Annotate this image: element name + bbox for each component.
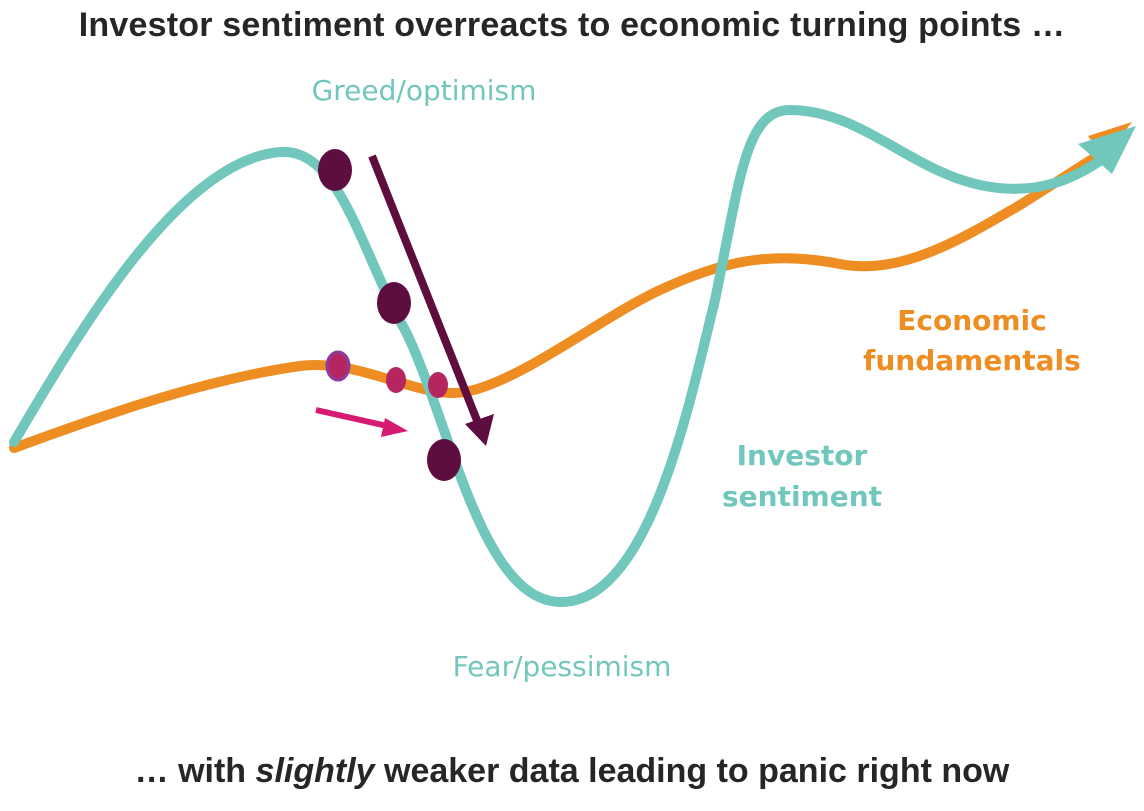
fundamentals-line: [9, 143, 1115, 453]
greed-label: Greed/optimism: [312, 74, 537, 107]
footer-caption: … with slightly weaker data leading to p…: [0, 752, 1144, 791]
investor-label-line2: sentiment: [722, 480, 882, 513]
economic-label-line2: fundamentals: [863, 344, 1081, 377]
sentiment-line: [9, 104, 1109, 608]
investor-label-line1: Investor: [737, 439, 868, 472]
sentiment-dot: [318, 149, 352, 191]
footer-emphasis: slightly: [255, 752, 375, 790]
shift-arrow-shaft: [315, 407, 393, 430]
economic-label-line1: Economic: [897, 304, 1047, 337]
footer-prefix: … with: [134, 752, 256, 790]
sentiment-arrowhead: [1078, 126, 1136, 174]
sentiment-dot: [427, 439, 461, 481]
fundamentals-dot: [386, 367, 406, 393]
shift-arrowhead: [381, 418, 408, 437]
fundamentals-dot: [325, 350, 351, 382]
decline-arrow-shaft: [368, 154, 484, 430]
fear-label: Fear/pessimism: [453, 650, 672, 683]
page-title: Investor sentiment overreacts to economi…: [78, 6, 1066, 44]
footer-suffix: weaker data leading to panic right now: [374, 752, 1010, 790]
decline-arrowhead: [465, 414, 494, 446]
sentiment-dot: [377, 282, 411, 324]
fundamentals-dot: [428, 372, 448, 398]
